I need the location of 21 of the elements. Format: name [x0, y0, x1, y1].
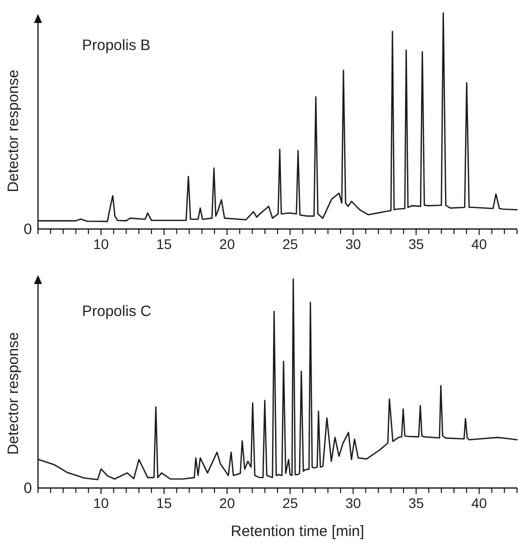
x-tick-label: 35 — [408, 495, 424, 511]
x-tick-label: 20 — [219, 495, 236, 511]
y-axis-title: Detector response — [5, 332, 22, 455]
x-axis-title: Retention time [min] — [230, 523, 364, 540]
text: 0 — [24, 221, 32, 238]
x-tick-label: 15 — [156, 495, 172, 511]
text: 0 — [24, 480, 32, 497]
x-tick-label: 40 — [471, 495, 488, 511]
x-tick-label: 25 — [282, 236, 298, 252]
x-tick-label: 30 — [345, 495, 362, 511]
x-tick-label: 35 — [408, 236, 424, 252]
x-tick-label: 30 — [345, 236, 362, 252]
x-tick-label: 40 — [471, 236, 488, 252]
x-tick-label: 10 — [93, 495, 110, 511]
y-axis-title: Detector response — [5, 70, 22, 192]
x-tick-label: 15 — [156, 236, 172, 252]
x-tick-label: 10 — [93, 236, 110, 252]
text: Propolis B — [82, 37, 150, 54]
x-tick-label: 25 — [282, 495, 298, 511]
x-tick-label: 20 — [219, 236, 236, 252]
text: Propolis C — [82, 303, 152, 320]
